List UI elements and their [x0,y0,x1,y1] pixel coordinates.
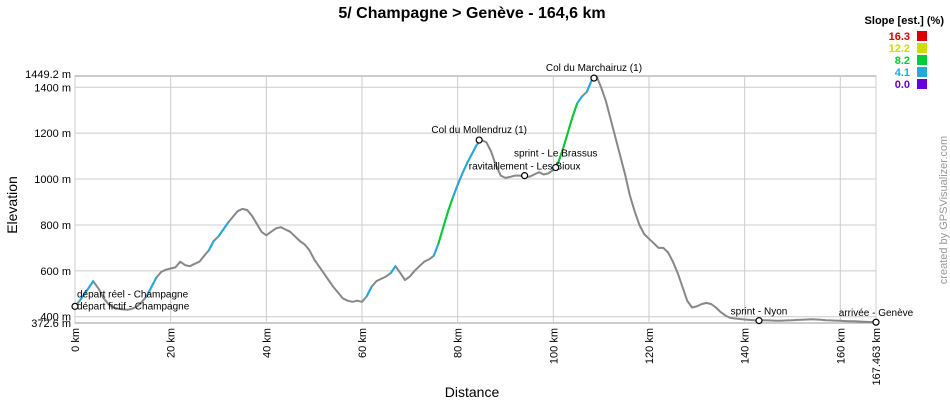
x-tick-label: 60 km [357,328,369,358]
credit-text: created by GPSVisualizer.com [938,136,950,284]
x-tick-label: 0 km [70,328,82,352]
waypoint-marker [872,318,880,326]
slope-segment [451,183,459,199]
slope-segment [150,276,158,288]
x-tick-label: 120 km [644,328,656,364]
slope-segment [447,196,454,213]
legend-swatch [917,31,927,41]
slope-segment [365,285,373,298]
slope-segment [471,143,478,155]
slope-segment [576,95,584,105]
y-tick-label: 800 m [40,220,71,232]
slope-segment [207,240,215,252]
chart-title: 5/ Champagne > Genève - 164,6 km [338,5,605,22]
slope-segment [78,292,86,302]
slope-segment [437,226,445,245]
y-tick-label: 600 m [40,266,71,278]
legend-swatch [917,67,927,77]
legend-value: 0.0 [895,79,910,91]
waypoint-label: départ réel - Champagne [77,289,189,300]
slope-segment [466,152,474,164]
plot-frame [74,75,877,324]
chart-grid [74,75,877,324]
slope-segment [88,280,95,288]
y-tick-label: 1400 m [34,82,71,94]
waypoint-marker [552,163,560,172]
y-tick-label: 400 m [40,312,71,324]
slope-segment [561,132,569,151]
x-tick-label: 140 km [740,328,752,364]
x-axis-ticks: 0 km 20 km 40 km 60 km 80 km 100 km 120 km 140 … [70,328,883,385]
y-axis-ticks: 400 m 600 m 800 m 1000 m 1200 m 1400 m 372.6 m… [25,69,71,330]
waypoint-marker [475,136,483,144]
slope-segment [571,102,579,119]
x-tick-label: 80 km [453,328,465,358]
x-tick-label: 20 km [166,328,178,358]
slope-segment [83,285,91,295]
slope-segment [389,265,397,275]
slope-segment [566,116,574,135]
slope-segment [145,285,153,298]
x-tick-label: 160 km [835,328,847,364]
waypoint-marker [590,74,598,82]
legend-value: 16.3 [889,31,910,43]
waypoint-label: Col du Marchairuz (1) [546,63,642,74]
legend-value: 8.2 [895,55,910,67]
legend-value: 4.1 [895,67,910,79]
waypoint-label: départ fictif - Champagne [77,301,190,312]
legend-swatch [917,55,927,65]
waypoint-label: ravitaillement - Les Bioux [469,162,581,173]
slope-segment [456,172,464,186]
waypoint-marker [755,317,763,325]
slope-segment [432,242,440,257]
y-tick-label: 1000 m [34,174,71,186]
slope-segment [442,210,450,229]
x-tick-label: 167.463 km [871,328,883,385]
legend-title: Slope [est.] (%) [865,15,945,27]
waypoint-label: sprint - Nyon [731,307,788,318]
waypoint-label: Col du Mollendruz (1) [431,125,527,136]
x-tick-label: 100 km [548,328,560,364]
legend-value: 12.2 [889,43,910,55]
x-tick-label: 40 km [261,328,273,358]
waypoint-marker [521,172,529,180]
slope-segment [557,148,564,164]
slope-segment [222,221,230,231]
waypoint-marker [71,302,79,310]
x-axis-title: Distance [445,384,500,400]
waypoint-label: arrivée - Genève [839,308,914,319]
y-max-label: 1449.2 m [25,69,71,81]
slope-legend: Slope [est.] (%) 16.312.28.24.10.0 [865,15,945,91]
y-axis-title: Elevation [4,176,20,234]
slope-segment [217,228,225,238]
slope-segment [585,79,593,93]
legend-swatch [917,79,927,89]
y-min-label: 372.6 m [31,318,71,330]
y-tick-label: 1200 m [34,128,71,140]
legend-swatch [917,43,927,53]
waypoint-label: sprint - Le Brassus [514,149,597,160]
slope-segment [461,161,469,175]
